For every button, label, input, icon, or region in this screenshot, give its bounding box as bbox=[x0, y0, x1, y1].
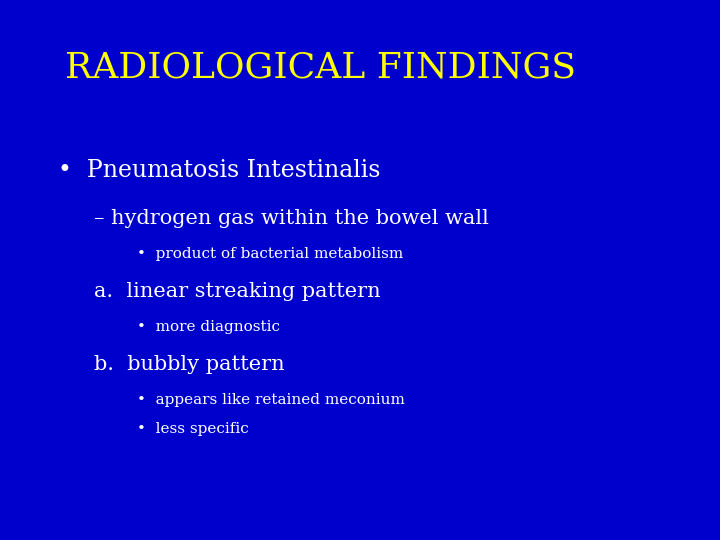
Text: b.  bubbly pattern: b. bubbly pattern bbox=[94, 355, 284, 374]
Text: a.  linear streaking pattern: a. linear streaking pattern bbox=[94, 282, 380, 301]
Text: RADIOLOGICAL FINDINGS: RADIOLOGICAL FINDINGS bbox=[65, 51, 576, 84]
Text: •  appears like retained meconium: • appears like retained meconium bbox=[137, 393, 405, 407]
Text: •  less specific: • less specific bbox=[137, 422, 248, 436]
Text: – hydrogen gas within the bowel wall: – hydrogen gas within the bowel wall bbox=[94, 209, 488, 228]
Text: •  Pneumatosis Intestinalis: • Pneumatosis Intestinalis bbox=[58, 159, 380, 181]
Text: •  more diagnostic: • more diagnostic bbox=[137, 320, 280, 334]
Text: •  product of bacterial metabolism: • product of bacterial metabolism bbox=[137, 247, 403, 261]
